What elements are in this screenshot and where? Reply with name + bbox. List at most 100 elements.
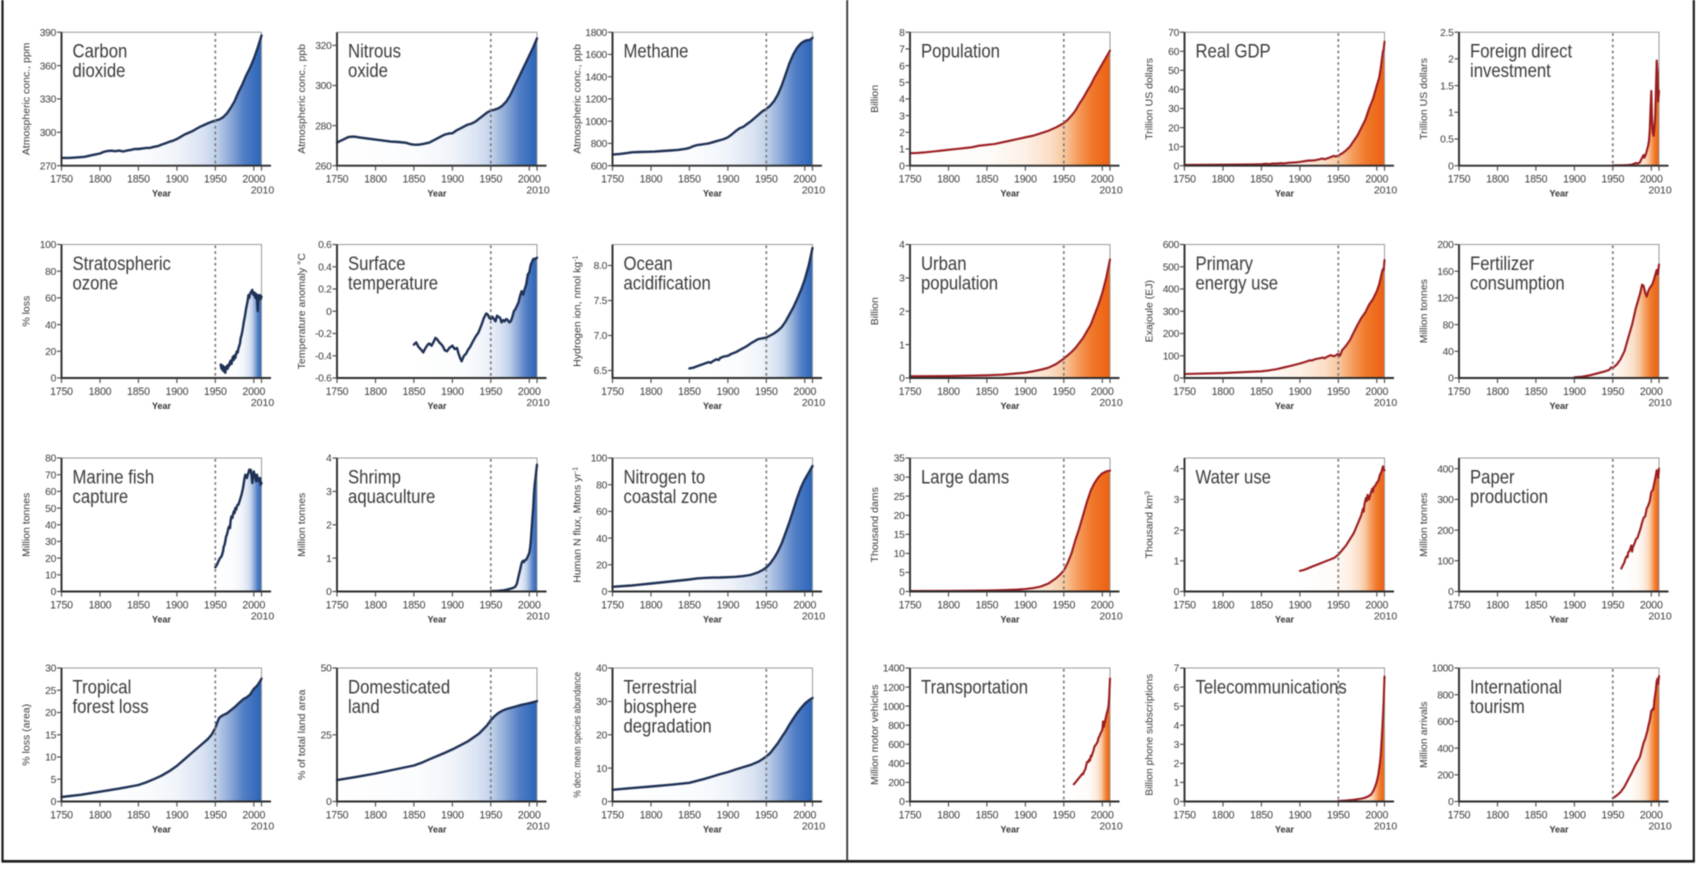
svg-text:80: 80: [45, 454, 56, 465]
svg-text:1750: 1750: [899, 810, 922, 822]
svg-text:0: 0: [1174, 161, 1180, 172]
svg-text:2010: 2010: [526, 821, 550, 833]
svg-text:International: International: [1470, 676, 1562, 697]
svg-text:70: 70: [1168, 28, 1179, 39]
svg-text:1900: 1900: [1289, 600, 1312, 612]
svg-text:0: 0: [51, 587, 57, 598]
svg-text:1900: 1900: [1289, 386, 1312, 398]
svg-text:3: 3: [899, 274, 905, 285]
svg-text:biosphere: biosphere: [623, 696, 696, 717]
svg-text:20: 20: [596, 561, 607, 572]
svg-text:40: 40: [596, 534, 607, 545]
svg-text:2000: 2000: [1091, 810, 1114, 822]
svg-text:Year: Year: [703, 615, 723, 625]
svg-text:40: 40: [45, 521, 56, 532]
svg-text:600: 600: [1437, 717, 1454, 728]
svg-text:population: population: [921, 272, 998, 293]
svg-text:Year: Year: [427, 189, 447, 199]
svg-text:1850: 1850: [127, 600, 150, 612]
svg-text:Transportation: Transportation: [921, 676, 1028, 697]
svg-text:1950: 1950: [1601, 386, 1624, 398]
svg-text:120: 120: [1437, 294, 1454, 305]
svg-text:2010: 2010: [1374, 185, 1398, 197]
svg-text:1900: 1900: [1563, 386, 1586, 398]
svg-text:1900: 1900: [1289, 174, 1312, 186]
svg-text:0: 0: [51, 374, 57, 385]
svg-text:200: 200: [1437, 771, 1454, 782]
svg-text:% loss: % loss: [21, 296, 33, 327]
svg-text:20: 20: [45, 347, 56, 358]
svg-text:2000: 2000: [1365, 810, 1388, 822]
svg-text:2010: 2010: [1099, 611, 1123, 623]
svg-text:1950: 1950: [479, 174, 502, 186]
svg-text:land: land: [348, 696, 380, 717]
svg-text:5: 5: [1174, 702, 1180, 713]
svg-text:Trillion US dollars: Trillion US dollars: [1144, 58, 1156, 140]
svg-text:1750: 1750: [601, 600, 624, 612]
svg-text:1750: 1750: [899, 600, 922, 612]
svg-text:30: 30: [596, 697, 607, 708]
svg-text:Year: Year: [1549, 615, 1569, 625]
svg-text:1850: 1850: [1250, 174, 1273, 186]
svg-text:1950: 1950: [755, 810, 778, 822]
svg-text:1950: 1950: [755, 600, 778, 612]
svg-text:Fertilizer: Fertilizer: [1470, 253, 1534, 274]
svg-text:1800: 1800: [89, 174, 112, 186]
svg-text:1850: 1850: [403, 174, 426, 186]
svg-text:1800: 1800: [1212, 174, 1235, 186]
svg-text:Telecommunications: Telecommunications: [1195, 676, 1346, 697]
svg-text:300: 300: [1163, 307, 1180, 318]
svg-text:1900: 1900: [1289, 810, 1312, 822]
svg-text:1800: 1800: [640, 600, 663, 612]
svg-text:2000: 2000: [518, 810, 541, 822]
svg-text:2010: 2010: [526, 185, 550, 197]
svg-text:2: 2: [899, 128, 905, 139]
svg-text:1850: 1850: [976, 810, 999, 822]
svg-text:Population: Population: [921, 41, 1000, 62]
svg-text:2: 2: [899, 307, 905, 318]
svg-text:200: 200: [888, 778, 905, 789]
svg-text:2000: 2000: [242, 810, 265, 822]
svg-text:0: 0: [1174, 797, 1180, 808]
svg-text:1850: 1850: [403, 600, 426, 612]
svg-text:2010: 2010: [251, 397, 275, 409]
svg-text:2010: 2010: [1648, 821, 1672, 833]
svg-text:1900: 1900: [166, 174, 189, 186]
svg-text:50: 50: [321, 664, 332, 675]
svg-text:1750: 1750: [326, 600, 349, 612]
svg-text:1750: 1750: [1448, 386, 1471, 398]
svg-text:1950: 1950: [1601, 600, 1624, 612]
svg-text:2010: 2010: [251, 185, 275, 197]
svg-text:600: 600: [888, 740, 905, 751]
svg-text:Temperature anomaly °C: Temperature anomaly °C: [296, 253, 308, 370]
svg-text:2: 2: [1174, 759, 1180, 770]
svg-text:1850: 1850: [127, 386, 150, 398]
svg-text:Terrestrial: Terrestrial: [623, 676, 696, 697]
svg-text:2010: 2010: [802, 397, 826, 409]
svg-text:35: 35: [894, 454, 905, 465]
svg-text:Urban: Urban: [921, 253, 966, 274]
svg-text:1900: 1900: [1014, 600, 1037, 612]
svg-text:4: 4: [899, 95, 905, 106]
svg-text:100: 100: [1163, 351, 1180, 362]
svg-text:Atmospheric conc., ppm: Atmospheric conc., ppm: [21, 42, 33, 155]
svg-text:1750: 1750: [1173, 810, 1196, 822]
svg-text:1950: 1950: [1052, 600, 1075, 612]
svg-text:1750: 1750: [50, 386, 73, 398]
svg-text:% of total land area: % of total land area: [296, 689, 308, 780]
svg-text:7: 7: [899, 45, 905, 56]
svg-text:260: 260: [315, 161, 332, 172]
svg-text:1900: 1900: [441, 600, 464, 612]
svg-text:1750: 1750: [50, 810, 73, 822]
svg-text:5: 5: [899, 78, 905, 89]
svg-text:1750: 1750: [601, 810, 624, 822]
svg-text:Billion phone subscriptions: Billion phone subscriptions: [1144, 674, 1156, 796]
svg-text:1850: 1850: [1250, 810, 1273, 822]
svg-text:1: 1: [1174, 557, 1180, 568]
svg-text:60: 60: [1168, 47, 1179, 58]
svg-text:40: 40: [45, 320, 56, 331]
svg-text:50: 50: [1168, 66, 1179, 77]
svg-text:40: 40: [596, 664, 607, 675]
svg-text:Year: Year: [1275, 401, 1295, 411]
svg-text:0: 0: [326, 307, 332, 318]
